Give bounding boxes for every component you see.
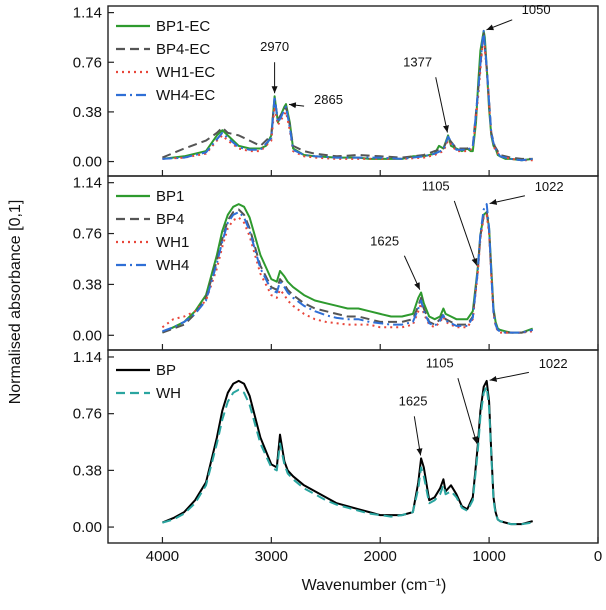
annotation-label: 2970 xyxy=(260,39,289,54)
y-tick-label: 1.14 xyxy=(73,349,102,366)
annotation-label: 1377 xyxy=(403,54,432,69)
annotation-label: 1625 xyxy=(399,393,428,408)
annotation-label: 1022 xyxy=(535,179,564,194)
y-tick-label: 0.38 xyxy=(73,276,102,293)
series-line-bp1 xyxy=(161,203,534,334)
y-tick-label: 0.00 xyxy=(73,327,102,344)
panel-bottom: 0.00 0.38 0.76 1.14 4000 3000 2000 1000 0 BP WH 162… xyxy=(73,349,602,565)
x-tick-label: 0 xyxy=(594,548,602,565)
x-tick-label: 3000 xyxy=(255,548,288,565)
legend-label: WH4 xyxy=(156,257,189,274)
y-tick-label: 0.00 xyxy=(73,154,102,171)
legend-label: BP1 xyxy=(156,188,184,205)
series-line-bp xyxy=(162,379,533,526)
annotation-arrow xyxy=(486,19,513,31)
annotation-label: 1050 xyxy=(522,2,551,17)
panel-top: 0.00 0.38 0.76 1.14 BP1-EC BP4-EC WH1-EC WH4-EC… xyxy=(73,2,599,177)
annotation-arrow xyxy=(288,102,305,109)
x-axis-title: Wavenumber (cm⁻¹) xyxy=(302,577,447,594)
annotation-arrow xyxy=(403,255,421,290)
legend-label: WH4-EC xyxy=(156,87,215,104)
legend-label: BP4-EC xyxy=(156,41,210,58)
annotation-arrow xyxy=(457,378,478,444)
panel-middle: 0.00 0.38 0.76 1.14 BP1 BP4 WH1 WH4 1625 1105 1022 xyxy=(73,175,599,351)
series-line-wh4-ec xyxy=(162,29,533,162)
annotation-arrow xyxy=(435,77,449,133)
y-tick-label: 0.76 xyxy=(73,406,102,423)
legend-label: BP1-EC xyxy=(156,18,210,35)
legend-label: BP xyxy=(156,362,176,379)
y-tick-label: 0.76 xyxy=(73,226,102,243)
x-tick-label: 2000 xyxy=(364,548,397,565)
annotation-arrow xyxy=(489,371,529,382)
legend-label: WH1 xyxy=(156,234,189,251)
legend-label: WH1-EC xyxy=(156,64,215,81)
series-line-wh4 xyxy=(162,203,533,334)
x-tick-label: 1000 xyxy=(472,548,505,565)
annotation-arrow xyxy=(453,200,478,266)
series-line-bp4-ec xyxy=(162,32,533,160)
y-tick-label: 1.14 xyxy=(73,175,102,192)
y-tick-label: 0.76 xyxy=(73,54,102,71)
annotation-label: 1625 xyxy=(370,233,399,248)
legend-label: WH xyxy=(156,385,181,402)
annotation-label: 1105 xyxy=(426,356,454,371)
y-tick-label: 0.38 xyxy=(73,462,102,479)
panel-frame xyxy=(107,349,599,544)
series-line-bp4 xyxy=(162,208,533,334)
annotation-arrow xyxy=(489,195,526,205)
y-axis-title: Normalised absorbance [0,1] xyxy=(7,200,24,405)
annotation-label: 1022 xyxy=(539,356,568,371)
y-tick-label: 1.14 xyxy=(73,5,102,22)
y-tick-label: 0.00 xyxy=(73,519,102,536)
annotation-label: 2865 xyxy=(314,92,343,107)
series-line-wh xyxy=(162,385,533,526)
y-tick-label: 0.38 xyxy=(73,104,102,121)
legend-label: BP4 xyxy=(156,211,184,228)
x-tick-label: 4000 xyxy=(146,548,179,565)
annotation-label: 1105 xyxy=(422,178,450,193)
panels: 0.00 0.38 0.76 1.14 BP1-EC BP4-EC WH1-EC WH4-EC… xyxy=(73,2,602,565)
annotation-arrow xyxy=(413,416,423,456)
